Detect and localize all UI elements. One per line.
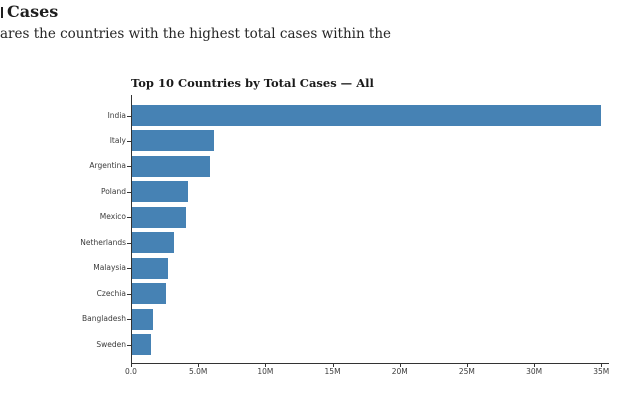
y-tick-label-poland: Poland: [100, 186, 126, 196]
bar-argentina: [132, 155, 210, 177]
y-tick-label-netherlands: Netherlands: [80, 237, 126, 247]
x-tick-label-35M: 35M: [593, 367, 610, 376]
y-tick-mark: [127, 293, 131, 295]
bar-netherlands: [132, 232, 174, 254]
x-tick-mark: [467, 364, 468, 367]
x-tick-label-10M: 10M: [257, 367, 274, 376]
x-tick-mark: [131, 364, 132, 367]
y-tick-label-czechia: Czechia: [96, 288, 126, 298]
x-tick-mark: [534, 364, 535, 367]
x-tick-label-15M: 15M: [324, 367, 341, 376]
y-tick-label-mexico: Mexico: [99, 212, 126, 222]
x-tick-mark: [333, 364, 334, 367]
bar-mexico: [132, 206, 186, 228]
x-tick-mark: [198, 364, 199, 367]
clipped-letter-fragment: [1, 7, 3, 18]
y-tick-label-bangladesh: Bangladesh: [82, 314, 126, 324]
y-tick-mark: [127, 166, 131, 168]
bar-poland: [132, 181, 189, 203]
y-tick-mark: [127, 319, 131, 321]
bar-malaysia: [132, 257, 169, 279]
y-tick-label-argentina: Argentina: [89, 161, 126, 171]
bar-italy: [132, 130, 214, 152]
page-heading: Cases: [7, 2, 59, 21]
x-tick-mark: [400, 364, 401, 367]
plot-area: [131, 95, 609, 364]
x-tick-label-0.0: 0.0: [125, 367, 137, 376]
y-tick-mark: [127, 140, 131, 142]
x-tick-label-5.0M: 5.0M: [188, 367, 208, 376]
bar-sweden: [132, 334, 151, 356]
bar-czechia: [132, 283, 166, 305]
y-tick-label-sweden: Sweden: [96, 339, 126, 349]
chart-title: Top 10 Countries by Total Cases — All: [131, 76, 374, 90]
y-tick-mark: [127, 268, 131, 270]
bar-india: [132, 105, 601, 126]
y-tick-mark: [127, 217, 131, 219]
x-tick-label-30M: 30M: [526, 367, 543, 376]
page-description: ares the countries with the highest tota…: [0, 26, 392, 42]
y-tick-mark: [127, 242, 131, 244]
y-tick-label-malaysia: Malaysia: [93, 263, 126, 273]
y-tick-mark: [127, 191, 131, 193]
y-tick-mark: [127, 115, 131, 117]
x-tick-mark: [601, 364, 602, 367]
y-tick-mark: [127, 344, 131, 346]
x-tick-mark: [265, 364, 266, 367]
x-tick-label-25M: 25M: [458, 367, 475, 376]
bar-bangladesh: [132, 308, 154, 330]
y-tick-label-india: India: [107, 110, 126, 120]
y-tick-label-italy: Italy: [109, 135, 126, 145]
x-tick-label-20M: 20M: [391, 367, 408, 376]
